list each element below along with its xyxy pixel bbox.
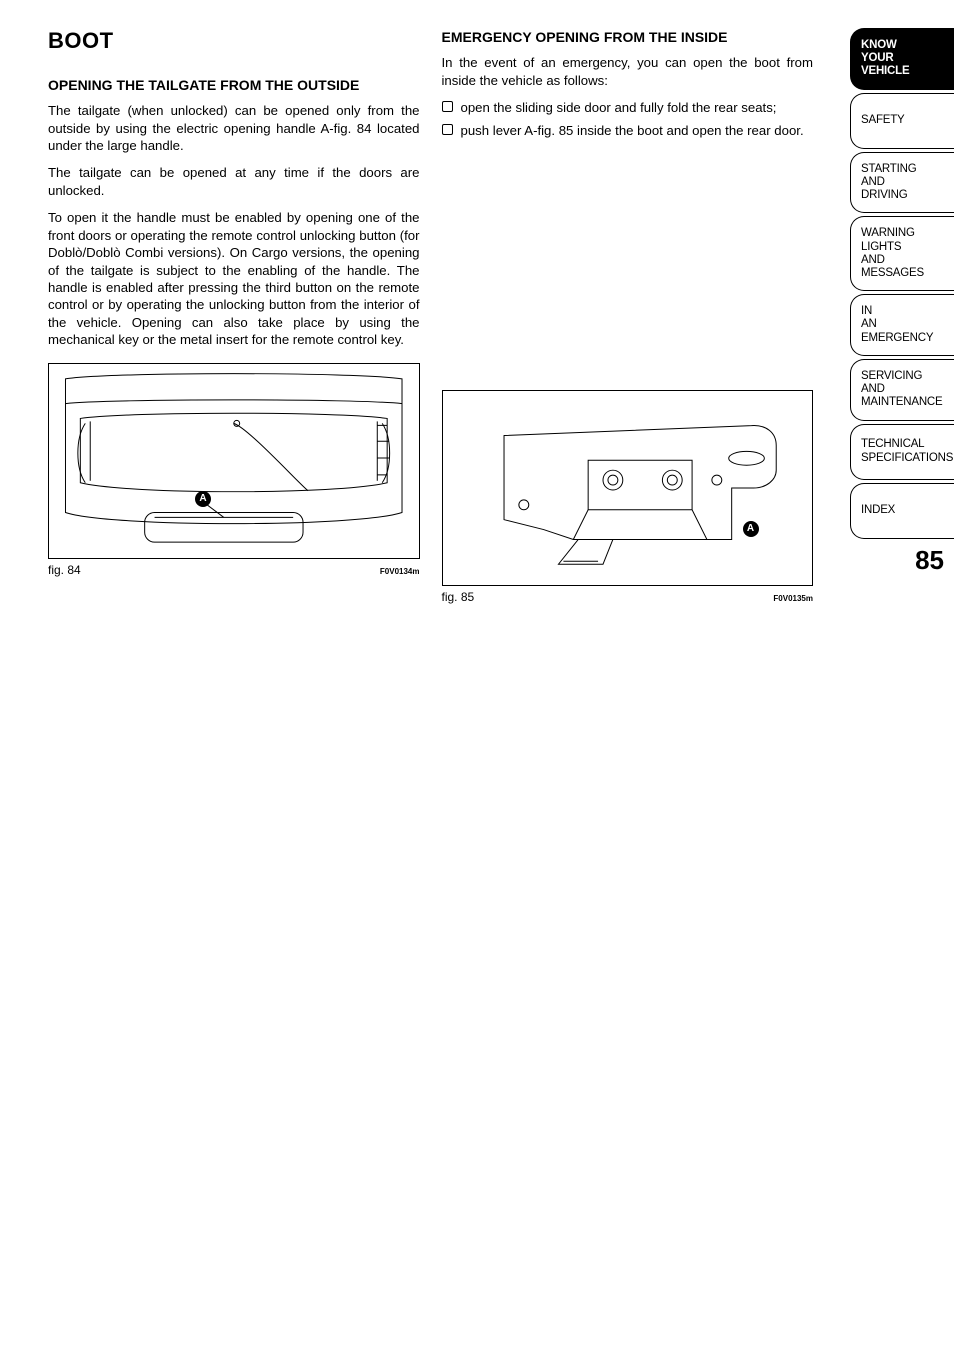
section-tab[interactable]: SAFETY	[850, 93, 954, 149]
tab-label: WARNINGLIGHTSANDMESSAGES	[861, 227, 924, 280]
fig84-marker-a: A	[195, 491, 211, 507]
tab-label: TECHNICALSPECIFICATIONS	[861, 438, 953, 464]
figure-85-image: A	[442, 390, 814, 586]
left-column: BOOT OPENING THE TAILGATE FROM THE OUTSI…	[48, 28, 420, 604]
section-tab[interactable]: INDEX	[850, 483, 954, 539]
section-tab[interactable]: TECHNICALSPECIFICATIONS	[850, 424, 954, 480]
list-item-text: push lever A-fig. 85 inside the boot and…	[461, 122, 804, 139]
section-heading-opening: OPENING THE TAILGATE FROM THE OUTSIDE	[48, 76, 420, 94]
figure-85: A fig. 85 F0V0135m	[442, 390, 814, 604]
fig85-marker-a: A	[743, 521, 759, 537]
heading-light: FROM THE INSIDE	[604, 29, 728, 45]
section-tab[interactable]: STARTINGANDDRIVING	[850, 152, 954, 214]
para: The tailgate can be opened at any time i…	[48, 164, 420, 199]
list-item: push lever A-fig. 85 inside the boot and…	[442, 122, 814, 139]
page-title: BOOT	[48, 28, 420, 54]
heading-bold: EMERGENCY OPENING	[442, 29, 604, 45]
tab-label: SERVICINGANDMAINTENANCE	[861, 370, 943, 410]
fig84-label: fig. 84	[48, 563, 81, 577]
fig85-code: F0V0135m	[773, 594, 813, 603]
fig85-lineart	[443, 391, 813, 585]
section-tab[interactable]: KNOWYOURVEHICLE	[850, 28, 954, 90]
figure-84: A fig. 84 F0V0134m	[48, 363, 420, 577]
para: In the event of an emergency, you can op…	[442, 54, 814, 89]
fig84-lineart	[49, 364, 419, 558]
checkbox-icon	[442, 124, 453, 135]
page-number: 85	[850, 545, 954, 576]
fig84-code: F0V0134m	[380, 567, 420, 576]
list-item-text: open the sliding side door and fully fol…	[461, 99, 777, 116]
right-column: EMERGENCY OPENING FROM THE INSIDE In the…	[442, 28, 814, 604]
para: To open it the handle must be enabled by…	[48, 209, 420, 348]
tab-label: KNOWYOURVEHICLE	[861, 39, 909, 79]
figure-84-image: A	[48, 363, 420, 559]
fig85-label: fig. 85	[442, 590, 475, 604]
section-heading-emergency: EMERGENCY OPENING FROM THE INSIDE	[442, 28, 814, 46]
tab-label: SAFETY	[861, 114, 905, 127]
tab-label: STARTINGANDDRIVING	[861, 163, 916, 203]
section-tabs: KNOWYOURVEHICLE SAFETY STARTINGANDDRIVING W…	[850, 28, 954, 576]
para: The tailgate (when unlocked) can be open…	[48, 102, 420, 154]
section-tab[interactable]: WARNINGLIGHTSANDMESSAGES	[850, 216, 954, 291]
section-tab[interactable]: INANEMERGENCY	[850, 294, 954, 356]
list-item: open the sliding side door and fully fol…	[442, 99, 814, 116]
section-tab[interactable]: SERVICINGANDMAINTENANCE	[850, 359, 954, 421]
tab-label: INDEX	[861, 504, 895, 517]
checkbox-icon	[442, 101, 453, 112]
tab-label: INANEMERGENCY	[861, 305, 933, 345]
